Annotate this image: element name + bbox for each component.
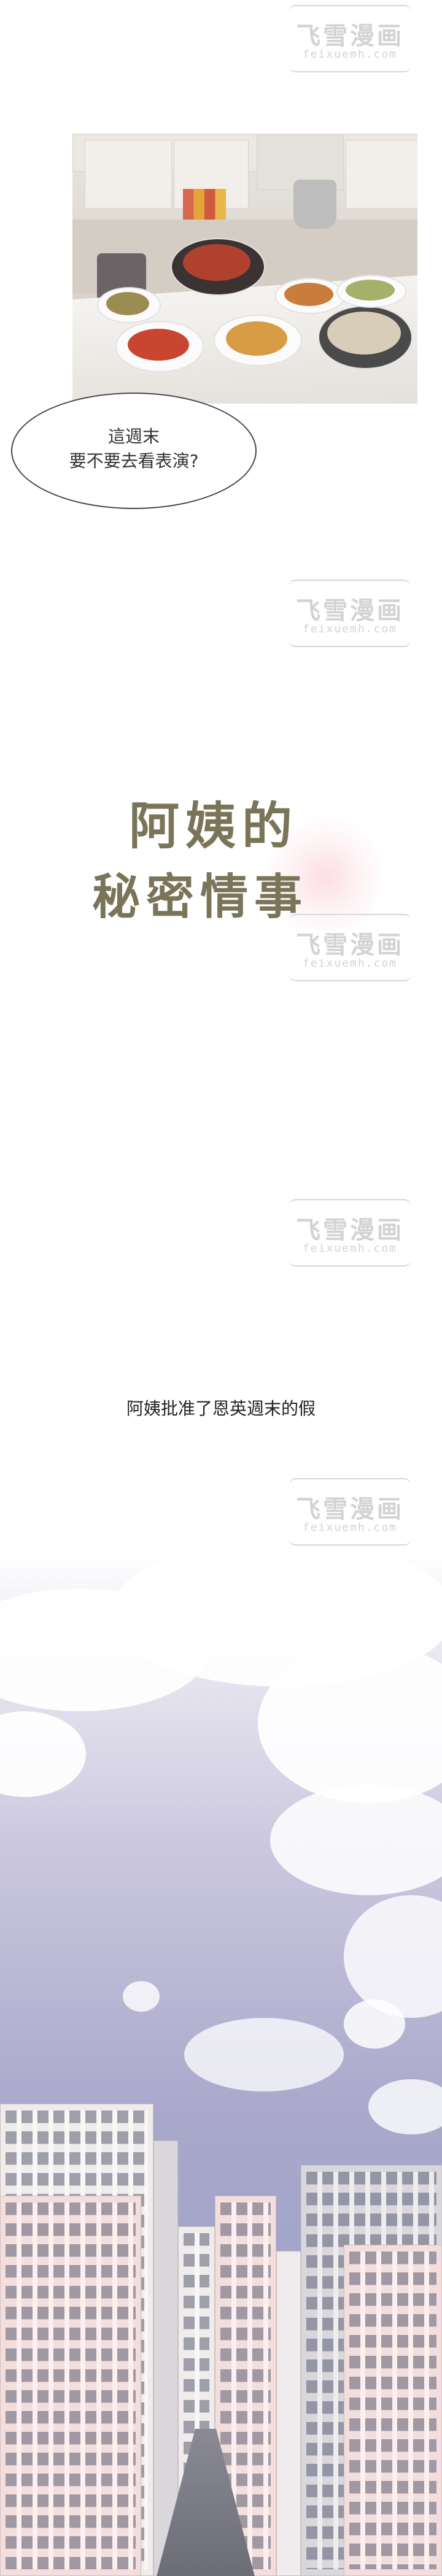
watermark: 飞雪漫画 feixuemh.com bbox=[289, 5, 411, 72]
watermark: 飞雪漫画 feixuemh.com bbox=[289, 1199, 411, 1267]
narration-text: 阿姨批准了恩英週末的假 bbox=[126, 1398, 316, 1419]
watermark: 飞雪漫画 feixuemh.com bbox=[289, 580, 411, 647]
kitchen-dining-panel bbox=[72, 134, 417, 404]
speech-line-1: 這週末 bbox=[107, 426, 160, 447]
city-skyline-panel bbox=[0, 1552, 442, 2576]
speech-bubble: 這週末 要不要去看表演? bbox=[11, 393, 257, 509]
watermark: 飞雪漫画 feixuemh.com bbox=[289, 1478, 411, 1546]
speech-line-2: 要不要去看表演? bbox=[69, 451, 199, 471]
title-line-1: 阿姨的 bbox=[129, 797, 299, 856]
title-line-2: 秘密情事 bbox=[92, 869, 309, 925]
title-glow bbox=[264, 816, 387, 938]
